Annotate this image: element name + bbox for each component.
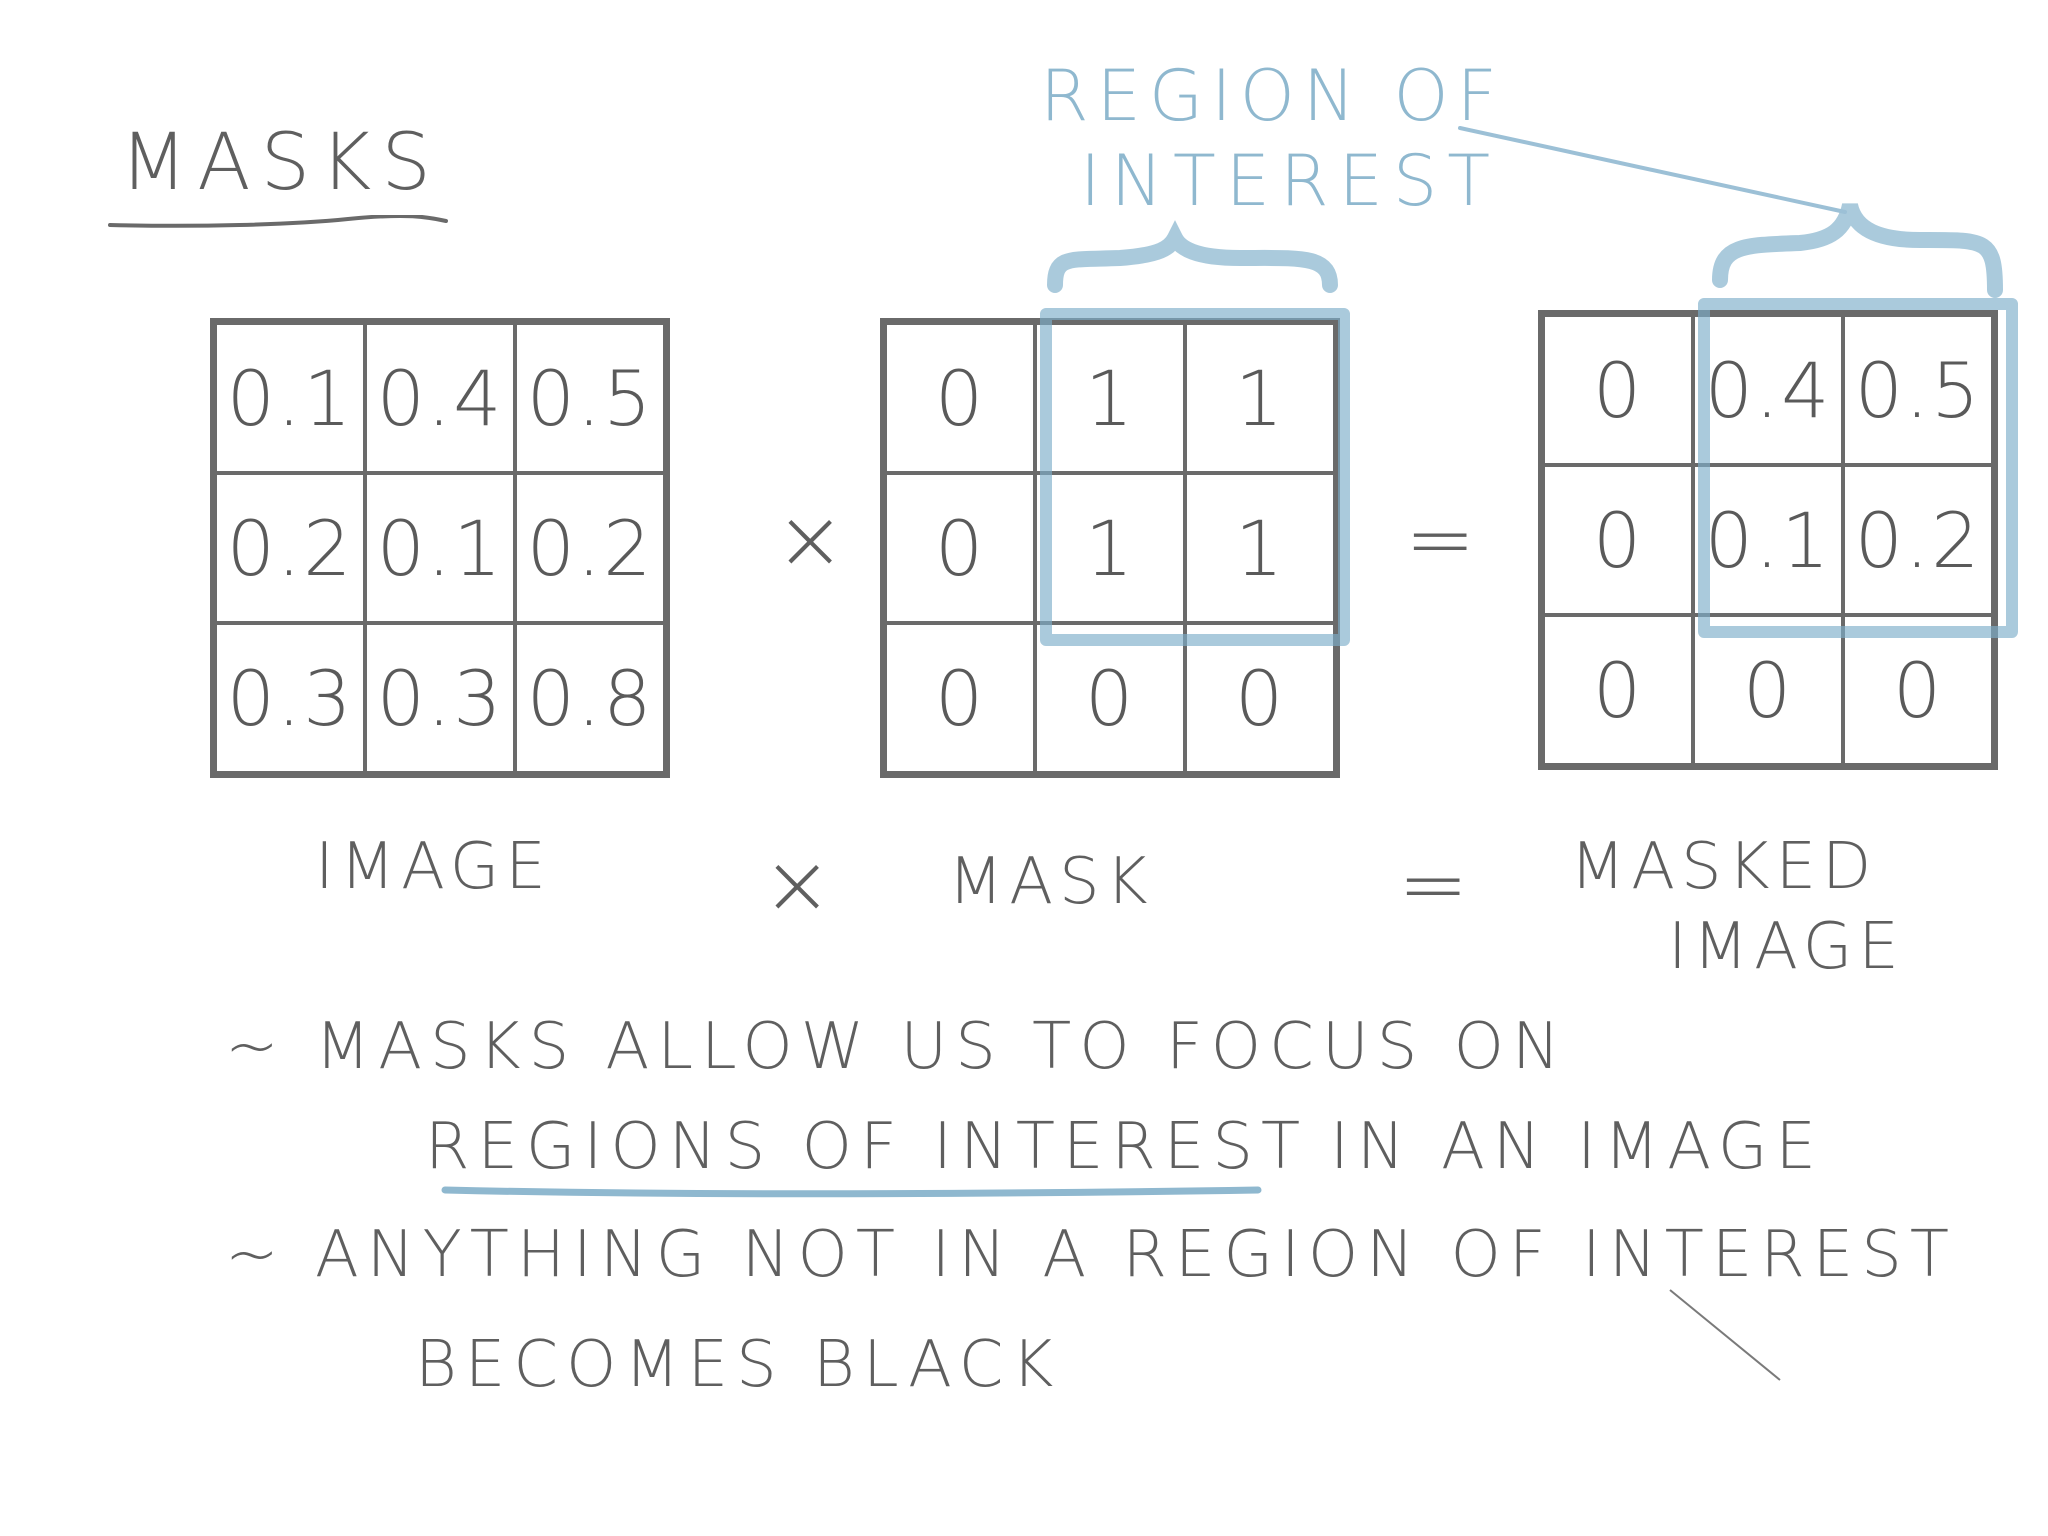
mask-cell: 1 [1035, 323, 1185, 473]
masked-cell: 0 [1543, 465, 1693, 615]
masked-image-label-line1: MASKED [1570, 830, 1878, 904]
mask-cell: 0 [885, 473, 1035, 623]
note1-line2-underlined: REGIONS OF INTEREST [425, 1110, 1309, 1184]
mask-grid: 0 1 1 0 1 1 0 0 0 [880, 318, 1340, 778]
mask-cell: 1 [1185, 473, 1335, 623]
page-title: MASKS [120, 118, 441, 208]
masked-image-grid: 0 0.4 0.5 0 0.1 0.2 0 0 0 [1538, 310, 1998, 770]
masked-cell: 0 [1543, 615, 1693, 765]
roi-label-line2: INTEREST [1080, 140, 1501, 222]
masked-cell: 0 [1693, 615, 1843, 765]
mask-cell: 0 [885, 623, 1035, 773]
image-cell: 0.8 [515, 623, 665, 773]
image-cell: 0.2 [515, 473, 665, 623]
note2-line1: ~ ANYTHING NOT IN A REGION OF INTEREST [225, 1218, 1957, 1292]
title-underline [108, 215, 448, 228]
mask-cell: 1 [1035, 473, 1185, 623]
masked-roi-highlight [1698, 298, 2018, 638]
mask-cell: 0 [885, 323, 1035, 473]
masked-cell: 0.2 [1843, 465, 1993, 615]
times-operator: × [775, 490, 846, 588]
mask-label: MASK [948, 845, 1154, 919]
masked-cell: 0.1 [1693, 465, 1843, 615]
masked-cell: 0.4 [1693, 315, 1843, 465]
note1-line2-rest: IN AN IMAGE [1330, 1110, 1824, 1184]
times-operator-label-row: × [762, 835, 833, 933]
masked-image-label-line2: IMAGE [1668, 910, 1905, 984]
image-cell: 0.3 [365, 623, 515, 773]
image-cell: 0.2 [215, 473, 365, 623]
equals-operator-label-row: = [1398, 835, 1469, 933]
roi-label-line1: REGION OF [1040, 55, 1505, 137]
mask-cell: 0 [1185, 623, 1335, 773]
image-cell: 0.1 [365, 473, 515, 623]
mask-roi-highlight [1040, 308, 1350, 646]
equals-operator: = [1405, 490, 1476, 588]
image-cell: 0.4 [365, 323, 515, 473]
image-cell: 0.3 [215, 623, 365, 773]
mask-cell: 1 [1185, 323, 1335, 473]
masked-cell: 0.5 [1843, 315, 1993, 465]
note2-line2: BECOMES BLACK [415, 1328, 1062, 1402]
image-grid: 0.1 0.4 0.5 0.2 0.1 0.2 0.3 0.3 0.8 [210, 318, 670, 778]
image-label: IMAGE [315, 830, 552, 904]
image-cell: 0.5 [515, 323, 665, 473]
mask-cell: 0 [1035, 623, 1185, 773]
masked-cell: 0 [1543, 315, 1693, 465]
masked-cell: 0 [1843, 615, 1993, 765]
image-cell: 0.1 [215, 323, 365, 473]
note1-line1: ~ MASKS ALLOW US TO FOCUS ON [225, 1010, 1568, 1084]
